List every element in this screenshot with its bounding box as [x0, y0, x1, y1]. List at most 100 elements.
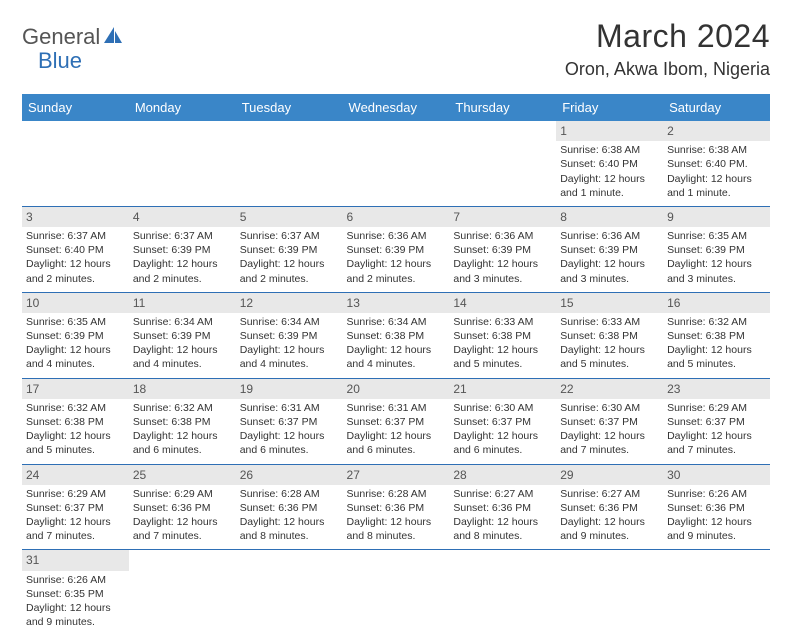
logo-text-blue: Blue	[38, 48, 82, 74]
sunset-text: Sunset: 6:39 PM	[133, 243, 232, 257]
sunset-text: Sunset: 6:39 PM	[133, 329, 232, 343]
day-number: 16	[663, 293, 770, 313]
location-text: Oron, Akwa Ibom, Nigeria	[565, 59, 770, 80]
calendar-header-row: Sunday Monday Tuesday Wednesday Thursday…	[22, 94, 770, 121]
logo: General	[22, 24, 126, 50]
sunset-text: Sunset: 6:39 PM	[453, 243, 552, 257]
sunrise-text: Sunrise: 6:30 AM	[453, 401, 552, 415]
daylight-text: Daylight: 12 hours and 2 minutes.	[347, 257, 446, 285]
sunrise-text: Sunrise: 6:34 AM	[133, 315, 232, 329]
calendar-cell: 3Sunrise: 6:37 AMSunset: 6:40 PMDaylight…	[22, 206, 129, 292]
daylight-text: Daylight: 12 hours and 7 minutes.	[133, 515, 232, 543]
sunrise-text: Sunrise: 6:27 AM	[453, 487, 552, 501]
day-number: 14	[449, 293, 556, 313]
sail-icon	[102, 25, 124, 50]
col-sunday: Sunday	[22, 94, 129, 121]
day-number: 7	[449, 207, 556, 227]
sunrise-text: Sunrise: 6:35 AM	[26, 315, 125, 329]
calendar-cell: 7Sunrise: 6:36 AMSunset: 6:39 PMDaylight…	[449, 206, 556, 292]
day-number: 1	[556, 121, 663, 141]
day-number: 21	[449, 379, 556, 399]
day-number: 2	[663, 121, 770, 141]
sunset-text: Sunset: 6:40 PM.	[667, 157, 766, 171]
sunset-text: Sunset: 6:40 PM	[560, 157, 659, 171]
daylight-text: Daylight: 12 hours and 6 minutes.	[133, 429, 232, 457]
daylight-text: Daylight: 12 hours and 5 minutes.	[453, 343, 552, 371]
sunset-text: Sunset: 6:36 PM	[240, 501, 339, 515]
daylight-text: Daylight: 12 hours and 5 minutes.	[26, 429, 125, 457]
sunrise-text: Sunrise: 6:37 AM	[240, 229, 339, 243]
day-number: 11	[129, 293, 236, 313]
day-number: 15	[556, 293, 663, 313]
calendar-cell: 21Sunrise: 6:30 AMSunset: 6:37 PMDayligh…	[449, 378, 556, 464]
col-friday: Friday	[556, 94, 663, 121]
daylight-text: Daylight: 12 hours and 8 minutes.	[347, 515, 446, 543]
day-number: 18	[129, 379, 236, 399]
daylight-text: Daylight: 12 hours and 5 minutes.	[560, 343, 659, 371]
daylight-text: Daylight: 12 hours and 6 minutes.	[347, 429, 446, 457]
calendar-cell: .	[449, 550, 556, 635]
calendar-cell: 30Sunrise: 6:26 AMSunset: 6:36 PMDayligh…	[663, 464, 770, 550]
sunrise-text: Sunrise: 6:38 AM	[667, 143, 766, 157]
sunrise-text: Sunrise: 6:37 AM	[133, 229, 232, 243]
col-monday: Monday	[129, 94, 236, 121]
calendar-cell: 28Sunrise: 6:27 AMSunset: 6:36 PMDayligh…	[449, 464, 556, 550]
col-wednesday: Wednesday	[343, 94, 450, 121]
day-number: 27	[343, 465, 450, 485]
calendar-cell: 2 Sunrise: 6:38 AMSunset: 6:40 PM.Dayligh…	[663, 121, 770, 206]
calendar-cell: 10 Sunrise: 6:35 AMSunset: 6:39 PMDayligh…	[22, 292, 129, 378]
daylight-text: Daylight: 12 hours and 1 minute.	[667, 172, 766, 200]
sunrise-text: Sunrise: 6:36 AM	[453, 229, 552, 243]
day-number: 28	[449, 465, 556, 485]
calendar-cell: .	[663, 550, 770, 635]
day-number: 13	[343, 293, 450, 313]
sunset-text: Sunset: 6:35 PM	[26, 587, 125, 601]
daylight-text: Daylight: 12 hours and 7 minutes.	[667, 429, 766, 457]
daylight-text: Daylight: 12 hours and 8 minutes.	[453, 515, 552, 543]
daylight-text: Daylight: 12 hours and 7 minutes.	[26, 515, 125, 543]
day-number: 9	[663, 207, 770, 227]
title-block: March 2024 Oron, Akwa Ibom, Nigeria	[565, 18, 770, 80]
calendar-cell: 29Sunrise: 6:27 AMSunset: 6:36 PMDayligh…	[556, 464, 663, 550]
calendar-week: 3Sunrise: 6:37 AMSunset: 6:40 PMDaylight…	[22, 206, 770, 292]
daylight-text: Daylight: 12 hours and 8 minutes.	[240, 515, 339, 543]
sunset-text: Sunset: 6:37 PM	[667, 415, 766, 429]
sunset-text: Sunset: 6:37 PM	[347, 415, 446, 429]
day-number: 22	[556, 379, 663, 399]
sunrise-text: Sunrise: 6:29 AM	[26, 487, 125, 501]
daylight-text: Daylight: 12 hours and 4 minutes.	[133, 343, 232, 371]
daylight-text: Daylight: 12 hours and 6 minutes.	[453, 429, 552, 457]
calendar-cell: .	[556, 550, 663, 635]
col-tuesday: Tuesday	[236, 94, 343, 121]
calendar-cell: 15Sunrise: 6:33 AMSunset: 6:38 PMDayligh…	[556, 292, 663, 378]
calendar-cell: .	[449, 121, 556, 206]
sunset-text: Sunset: 6:39 PM	[26, 329, 125, 343]
day-number: 4	[129, 207, 236, 227]
sunset-text: Sunset: 6:38 PM	[560, 329, 659, 343]
calendar-week: 17Sunrise: 6:32 AMSunset: 6:38 PMDayligh…	[22, 378, 770, 464]
daylight-text: Daylight: 12 hours and 9 minutes.	[560, 515, 659, 543]
daylight-text: Daylight: 12 hours and 5 minutes.	[667, 343, 766, 371]
daylight-text: Daylight: 12 hours and 9 minutes.	[667, 515, 766, 543]
calendar-cell: 9Sunrise: 6:35 AMSunset: 6:39 PMDaylight…	[663, 206, 770, 292]
sunrise-text: Sunrise: 6:31 AM	[240, 401, 339, 415]
sunrise-text: Sunrise: 6:36 AM	[560, 229, 659, 243]
calendar-cell: 14Sunrise: 6:33 AMSunset: 6:38 PMDayligh…	[449, 292, 556, 378]
header: General March 2024 Oron, Akwa Ibom, Nige…	[22, 18, 770, 80]
sunset-text: Sunset: 6:37 PM	[240, 415, 339, 429]
calendar-cell: 4Sunrise: 6:37 AMSunset: 6:39 PMDaylight…	[129, 206, 236, 292]
sunrise-text: Sunrise: 6:27 AM	[560, 487, 659, 501]
calendar-cell: .	[129, 550, 236, 635]
day-number: 10	[22, 293, 129, 313]
sunrise-text: Sunrise: 6:32 AM	[133, 401, 232, 415]
daylight-text: Daylight: 12 hours and 4 minutes.	[26, 343, 125, 371]
col-thursday: Thursday	[449, 94, 556, 121]
calendar-cell: 13Sunrise: 6:34 AMSunset: 6:38 PMDayligh…	[343, 292, 450, 378]
calendar-cell: 6Sunrise: 6:36 AMSunset: 6:39 PMDaylight…	[343, 206, 450, 292]
sunset-text: Sunset: 6:39 PM	[347, 243, 446, 257]
sunset-text: Sunset: 6:39 PM	[667, 243, 766, 257]
calendar-cell: 23Sunrise: 6:29 AMSunset: 6:37 PMDayligh…	[663, 378, 770, 464]
logo-text-general: General	[22, 24, 100, 50]
daylight-text: Daylight: 12 hours and 3 minutes.	[560, 257, 659, 285]
daylight-text: Daylight: 12 hours and 4 minutes.	[240, 343, 339, 371]
